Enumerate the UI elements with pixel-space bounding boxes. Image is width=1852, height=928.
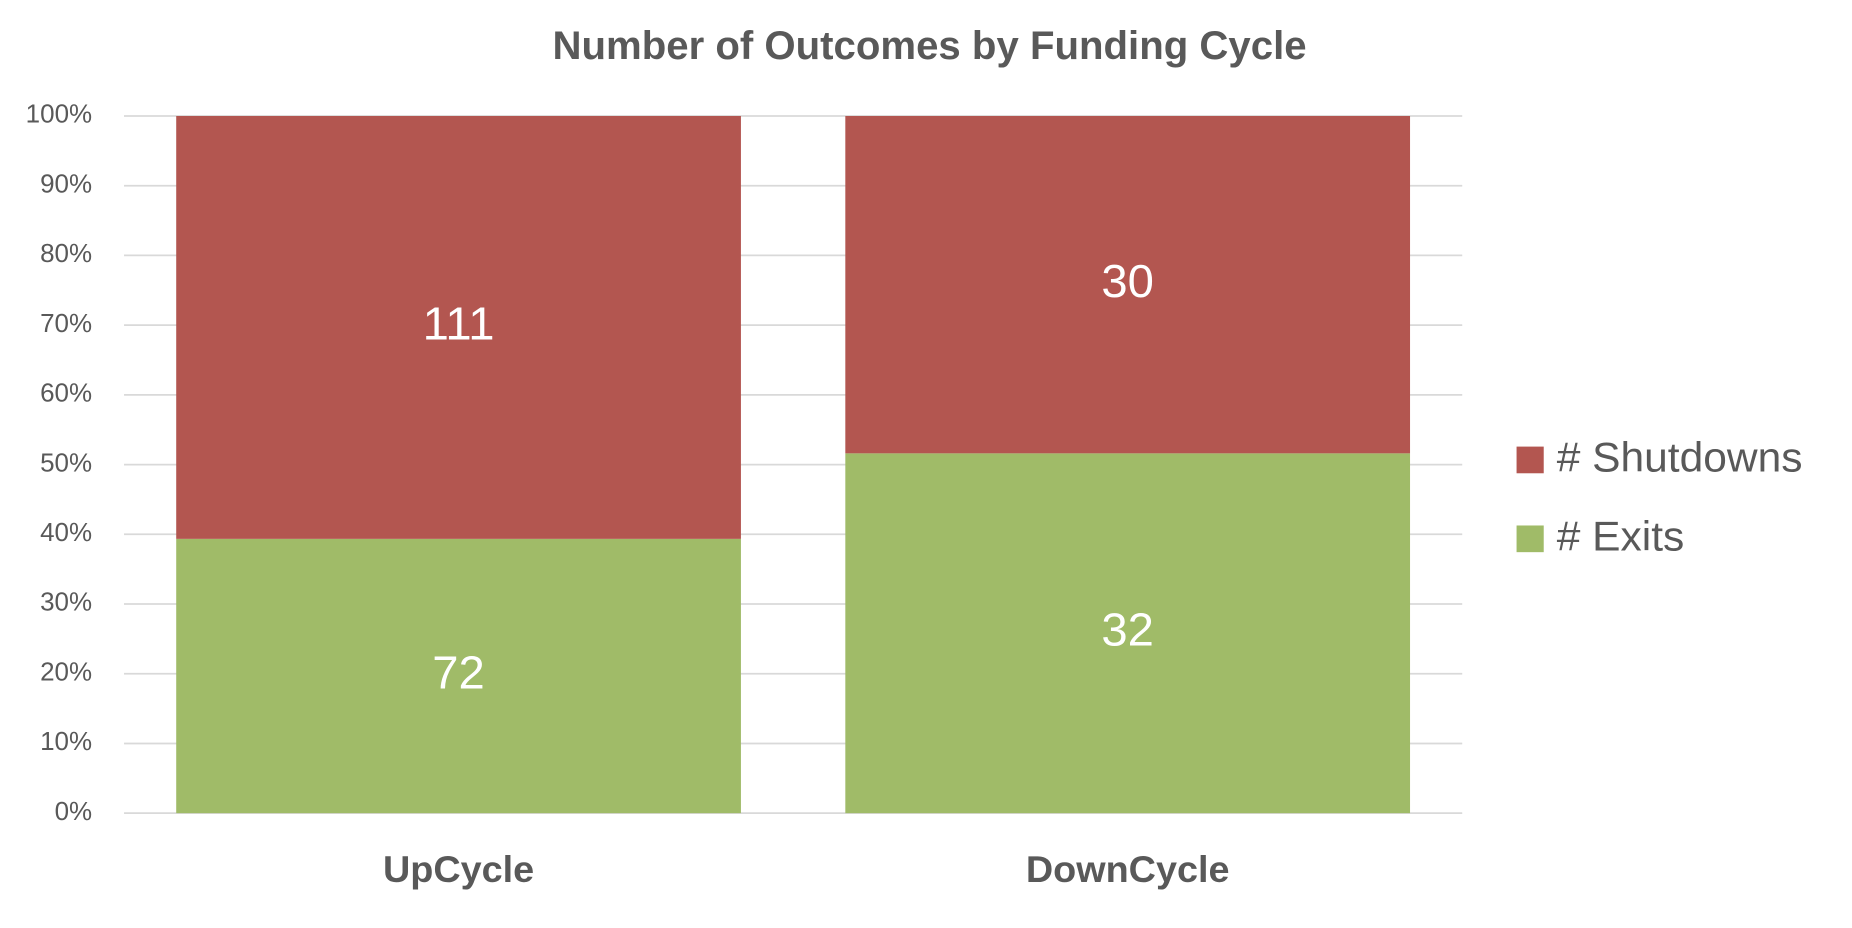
y-tick-label: 20%	[40, 659, 92, 687]
y-tick-label: 0%	[55, 798, 93, 826]
legend-swatch	[1516, 525, 1544, 553]
data-label: 32	[1101, 604, 1154, 656]
legend-swatch	[1516, 446, 1544, 474]
y-tick-label: 90%	[40, 171, 92, 199]
y-tick-label: 50%	[40, 450, 92, 478]
y-tick-label: 60%	[40, 380, 92, 408]
data-label: 72	[432, 647, 485, 699]
y-tick-label: 30%	[40, 589, 92, 617]
chart-title: Number of Outcomes by Funding Cycle	[552, 24, 1306, 68]
y-tick-label: 10%	[40, 728, 92, 756]
legend-label: # Exits	[1557, 513, 1685, 560]
data-label: 30	[1101, 255, 1154, 307]
y-tick-label: 70%	[40, 310, 92, 338]
bar-segment	[176, 538, 741, 814]
x-tick-label: DownCycle	[1026, 848, 1230, 890]
y-tick-label: 40%	[40, 519, 92, 547]
bar-segment	[176, 116, 741, 539]
x-tick-label: UpCycle	[383, 848, 534, 890]
y-tick-label: 100%	[26, 101, 92, 129]
data-label: 111	[423, 298, 495, 350]
legend-label: # Shutdowns	[1557, 434, 1803, 481]
bar-segment	[845, 116, 1411, 454]
bar-segment	[845, 453, 1411, 814]
y-tick-label: 80%	[40, 240, 92, 268]
